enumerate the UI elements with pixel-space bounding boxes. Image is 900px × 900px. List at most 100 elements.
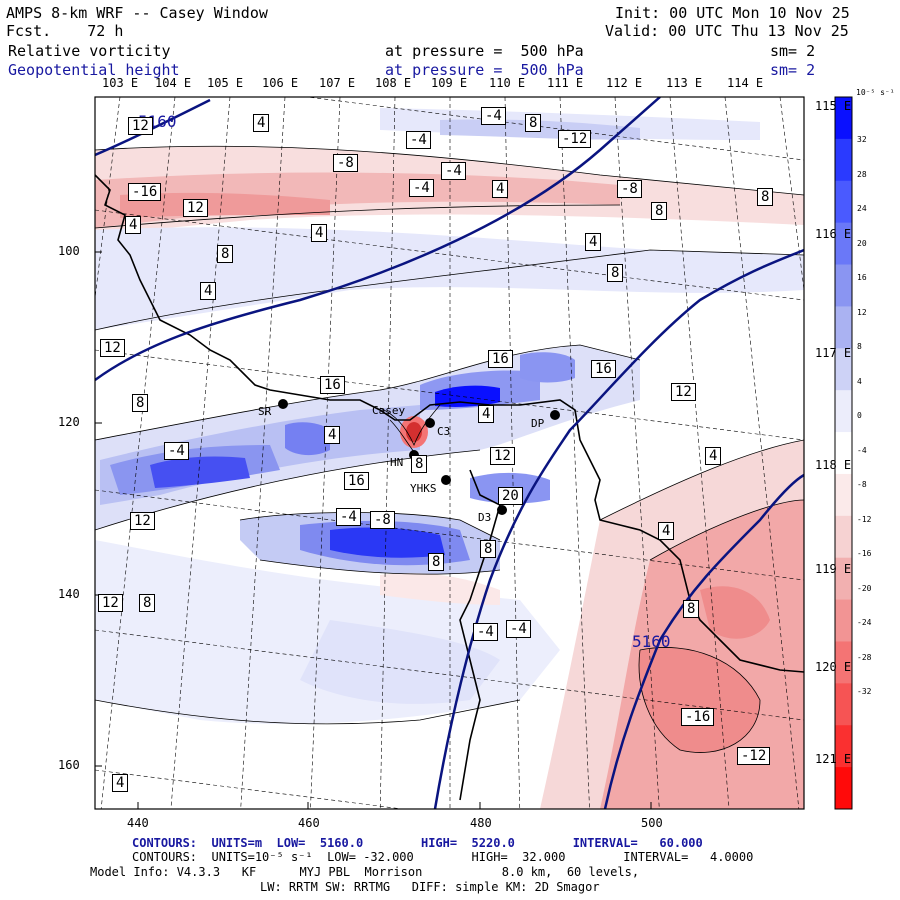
colorbar-label: -20 xyxy=(857,583,872,593)
contour-value-label: -12 xyxy=(737,747,771,765)
field1-level: at pressure = 500 hPa xyxy=(385,42,584,60)
y-tick-label: 160 xyxy=(58,758,80,772)
contour-value-label: 8 xyxy=(132,394,149,412)
contour-value-label: 12 xyxy=(490,447,515,465)
colorbar-swatch xyxy=(835,97,852,140)
contour-value-label: 12 xyxy=(100,339,125,357)
field1-name: Relative vorticity xyxy=(8,42,171,60)
colorbar-swatch xyxy=(835,432,852,475)
station-label-hn: HN xyxy=(390,456,404,469)
lon-label: 110 E xyxy=(489,76,526,90)
contour-value-label: -4 xyxy=(481,107,506,125)
colorbar-swatch xyxy=(835,599,852,642)
lon-label: 107 E xyxy=(319,76,356,90)
station-label-yhks: YHKS xyxy=(410,482,437,495)
plot-frame xyxy=(94,96,805,810)
contour-value-label: 16 xyxy=(320,376,345,394)
contour-value-label: 8 xyxy=(480,540,497,558)
contour-value-label: 12 xyxy=(128,117,153,135)
field2-level: at pressure = 500 hPa xyxy=(385,61,584,79)
contour-value-label: 4 xyxy=(492,180,509,198)
contour-value-label: -8 xyxy=(617,180,642,198)
contour-value-label: 4 xyxy=(200,282,217,300)
lon-label: 113 E xyxy=(666,76,703,90)
contour-value-label: -4 xyxy=(506,620,531,638)
lat-label: 117 E xyxy=(815,346,852,360)
station-dot-dp xyxy=(550,410,560,420)
footer-vorticity-contours: CONTOURS: UNITS=10⁻⁵ s⁻¹ LOW= -32.000 HI… xyxy=(132,850,754,864)
colorbar-label: -4 xyxy=(857,445,867,455)
contour-value-label: 12 xyxy=(183,199,208,217)
colorbar-label: 0 xyxy=(857,411,862,420)
colorbar-swatch xyxy=(835,180,852,224)
colorbar-swatch xyxy=(835,473,852,517)
lat-label: 120 E xyxy=(815,660,852,674)
station-label-d3: D3 xyxy=(478,511,492,524)
station-label-c3: C3 xyxy=(437,425,451,438)
colorbar-label: 32 xyxy=(857,135,867,144)
forecast-hour: Fcst. 72 h xyxy=(6,22,124,40)
contour-value-label: 8 xyxy=(217,245,234,263)
colorbar-unit: 10⁻⁵ s⁻¹ xyxy=(856,88,895,97)
contour-value-label: 16 xyxy=(591,360,616,378)
lon-label: 111 E xyxy=(547,76,584,90)
station-label-dp: DP xyxy=(531,417,545,430)
coastline xyxy=(95,174,804,801)
x-tick-label: 460 xyxy=(298,816,320,830)
contour-value-label: -12 xyxy=(558,130,592,148)
colorbar-label: -24 xyxy=(857,618,872,627)
lon-label: 105 E xyxy=(207,76,244,90)
y-tick-label: 140 xyxy=(58,587,80,601)
colorbar-label: 12 xyxy=(857,307,867,317)
colorbar-label: 16 xyxy=(857,273,867,282)
contour-value-label: -16 xyxy=(128,183,162,201)
lat-label: 119 E xyxy=(815,562,852,576)
lon-label: 108 E xyxy=(375,76,412,90)
colorbar-swatch xyxy=(835,390,852,433)
contour-value-label: 20 xyxy=(498,487,523,505)
colorbar-swatch xyxy=(835,264,852,307)
colorbar-swatch xyxy=(835,348,852,391)
colorbar-swatch xyxy=(835,138,852,182)
colorbar-swatch xyxy=(835,767,852,810)
contour-value-label: -4 xyxy=(409,179,434,197)
contour-value-label: -4 xyxy=(336,508,361,526)
contour-value-label: -8 xyxy=(333,154,358,172)
contour-value-label: 8 xyxy=(139,594,156,612)
contour-value-label: 4 xyxy=(311,224,328,242)
colorbar-label: -12 xyxy=(857,514,872,524)
x-tick-label: 480 xyxy=(470,816,492,830)
contour-value-label: -8 xyxy=(370,511,395,529)
colorbar-label: 20 xyxy=(857,238,867,248)
contour-value-label: 4 xyxy=(112,774,129,792)
field2-name: Geopotential height xyxy=(8,61,180,79)
contour-value-label: 4 xyxy=(324,426,341,444)
contour-value-label: 4 xyxy=(478,405,495,423)
colorbar-swatch xyxy=(835,222,852,266)
station-label-sr: SR xyxy=(258,405,272,418)
contour-value-label: 16 xyxy=(344,472,369,490)
colorbar-label: -32 xyxy=(857,687,872,696)
colorbar-swatch xyxy=(835,557,852,601)
colorbar xyxy=(835,97,852,810)
colorbar-swatch xyxy=(835,683,852,726)
colorbar-swatch xyxy=(835,515,852,559)
x-tick-label: 440 xyxy=(127,816,149,830)
lat-label: 116 E xyxy=(815,227,852,241)
colorbar-swatch xyxy=(835,725,852,768)
contour-value-label: 8 xyxy=(651,202,668,220)
lon-label: 112 E xyxy=(606,76,643,90)
height-label: 5160 xyxy=(632,632,671,651)
graticule xyxy=(95,97,804,809)
contour-value-label: 12 xyxy=(98,594,123,612)
footer-model-info: Model Info: V4.3.3 KF MYJ PBL Morrison 8… xyxy=(90,865,640,879)
contour-value-label: -4 xyxy=(441,162,466,180)
y-tick-label: 120 xyxy=(58,415,80,429)
contour-value-label: -16 xyxy=(681,708,715,726)
lon-label: 103 E xyxy=(102,76,139,90)
contour-value-label: 4 xyxy=(658,522,675,540)
colorbar-label: 24 xyxy=(857,204,867,213)
colorbar-label: -16 xyxy=(857,549,872,558)
station-dot-sr xyxy=(278,399,288,409)
